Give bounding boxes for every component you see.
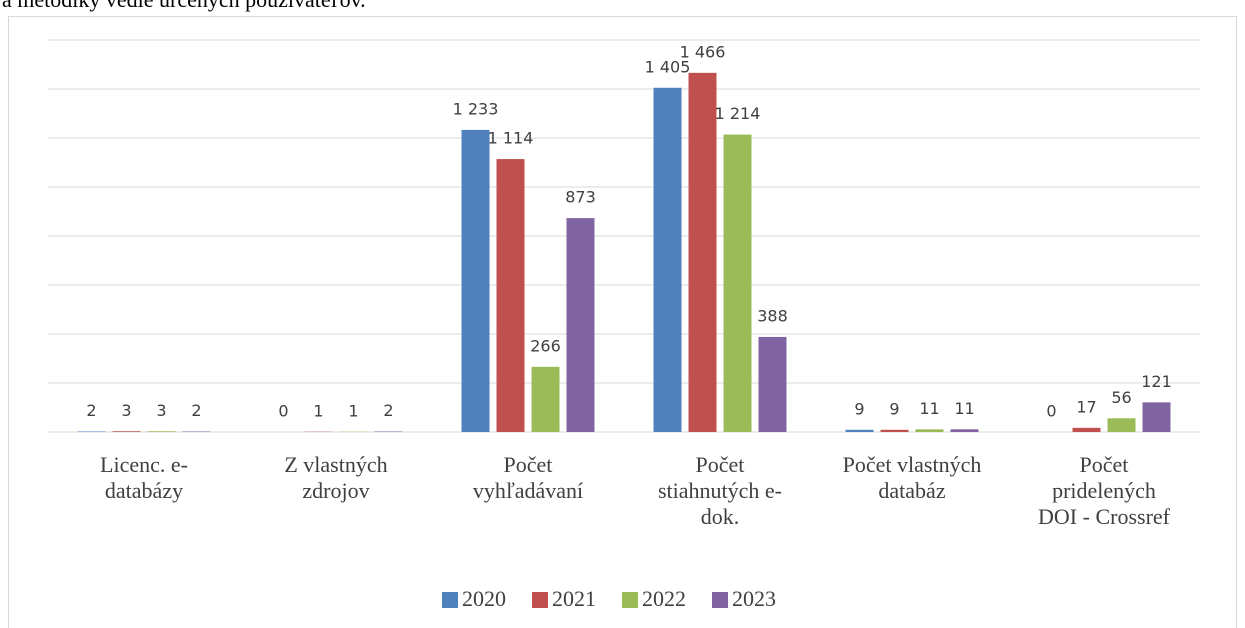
data-label: 11 [954,399,974,418]
legend-swatch [532,592,548,608]
data-label: 17 [1076,397,1096,416]
legend-label: 2020 [462,586,506,611]
data-label: 9 [889,399,899,418]
bar [1142,402,1171,432]
data-label: 121 [1141,372,1172,391]
legend-swatch [622,592,638,608]
data-label: 11 [919,399,939,418]
bar [653,87,682,433]
data-label: 1 114 [488,129,534,148]
bar [915,429,944,432]
bar [845,429,874,432]
data-label: 2 [86,401,96,420]
x-tick-label: Počet vlastných databáz [842,452,982,503]
bar [496,159,525,432]
data-label: 3 [121,401,131,420]
bar [758,336,787,432]
data-label: 1 [313,401,323,420]
data-label: 0 [1046,402,1056,421]
data-label: 9 [854,399,864,418]
bar [723,134,752,432]
data-label: 3 [156,401,166,420]
x-tick-label: Z vlastných zdrojov [284,452,388,503]
bar [566,218,595,432]
data-label: 873 [565,188,596,207]
data-label: 266 [530,336,561,355]
bar [461,129,490,433]
bar [147,431,176,432]
bar [688,72,717,432]
data-label: 1 466 [680,42,726,61]
legend-label: 2022 [642,586,686,611]
data-label: 1 214 [715,104,761,123]
bar [112,431,141,432]
legend-swatch [712,592,728,608]
data-label: 56 [1111,388,1131,407]
x-tick-label: Počet pridelených DOI - Crossref [1038,452,1170,529]
bar [880,429,909,432]
legend-label: 2023 [732,586,776,611]
x-tick-label: Licenc. e- databázy [100,452,188,503]
data-label: 2 [191,401,201,420]
bar [1072,427,1101,432]
legend-swatch [442,592,458,608]
data-label: 0 [278,402,288,421]
data-label: 388 [757,306,788,325]
data-label: 1 405 [645,57,691,76]
bar [950,429,979,432]
x-tick-label: Počet vyhľadávaní [472,452,584,503]
bar [1107,418,1136,432]
data-label: 2 [383,401,393,420]
data-label: 1 [348,401,358,420]
x-tick-label: Počet stiahnutých e- dok. [657,452,783,529]
header-text: a metodiky vedie určených používateľov. [2,0,366,13]
legend-label: 2021 [552,586,596,611]
bar [531,366,560,432]
chart-frame [8,16,1237,628]
data-label: 1 233 [453,99,499,118]
